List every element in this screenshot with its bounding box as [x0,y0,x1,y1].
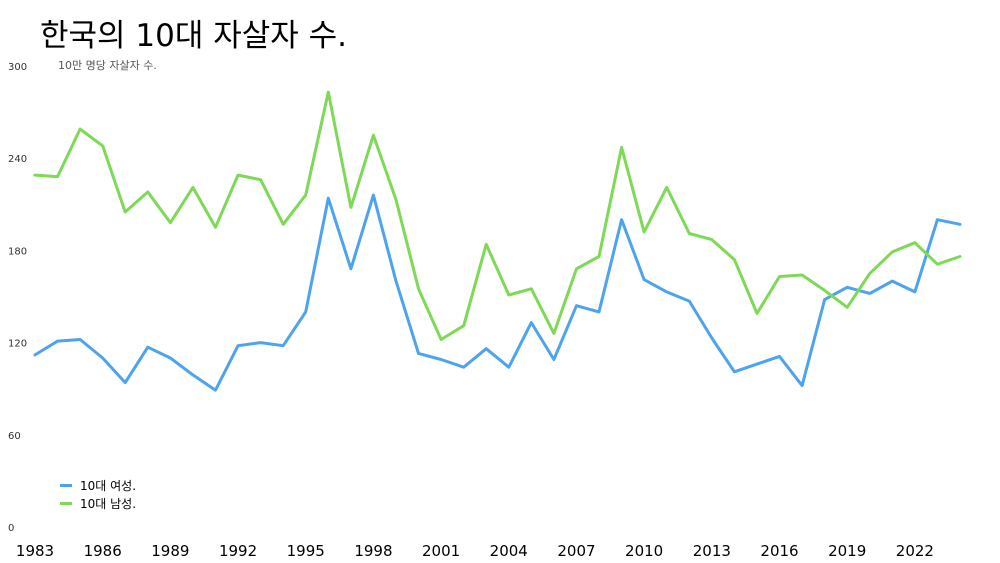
x-tick-label: 1983 [16,542,54,560]
x-tick-label: 2022 [896,542,934,560]
x-tick-label: 1992 [219,542,257,560]
series-lines [33,90,962,392]
legend-item: 10대 남성. [60,494,136,512]
x-tick-label: 2016 [760,542,798,560]
x-tick-label: 1995 [287,542,325,560]
x-tick-label: 2010 [625,542,663,560]
x-tick-label: 1986 [84,542,122,560]
x-tick-label: 2004 [490,542,528,560]
legend-label: 10대 남성. [80,496,137,511]
legend-label: 10대 여성. [80,478,137,493]
series-line-0 [33,193,962,392]
x-tick-label: 2001 [422,542,460,560]
legend-swatch [60,483,72,487]
x-tick-labels: 1983 1986 1989 1992 1995 1998 2001 2004 2007 2010… [16,542,934,560]
y-tick-label: 240 [8,154,27,165]
y-tick-label: 120 [8,339,27,350]
x-tick-label: 2007 [557,542,595,560]
y-tick-label: 60 [8,431,21,442]
legend-swatch [60,501,72,505]
legend-item: 10대 여성. [60,476,136,494]
y-tick-label: 180 [8,246,27,257]
y-tick-labels: 0 60 120 180 240 300 [8,62,27,534]
chart-subtitle: 10만 명당 자살자 수. [58,59,157,72]
y-tick-label: 0 [8,523,14,534]
legend: 10대 여성. 10대 남성. [60,476,136,512]
series-line-1 [33,90,962,341]
x-tick-label: 2013 [693,542,731,560]
y-tick-label: 300 [8,62,27,73]
x-tick-label: 1998 [354,542,392,560]
chart-title: 한국의 10대 자살자 수. [40,18,348,54]
x-tick-label: 1989 [151,542,189,560]
x-tick-label: 2019 [828,542,866,560]
